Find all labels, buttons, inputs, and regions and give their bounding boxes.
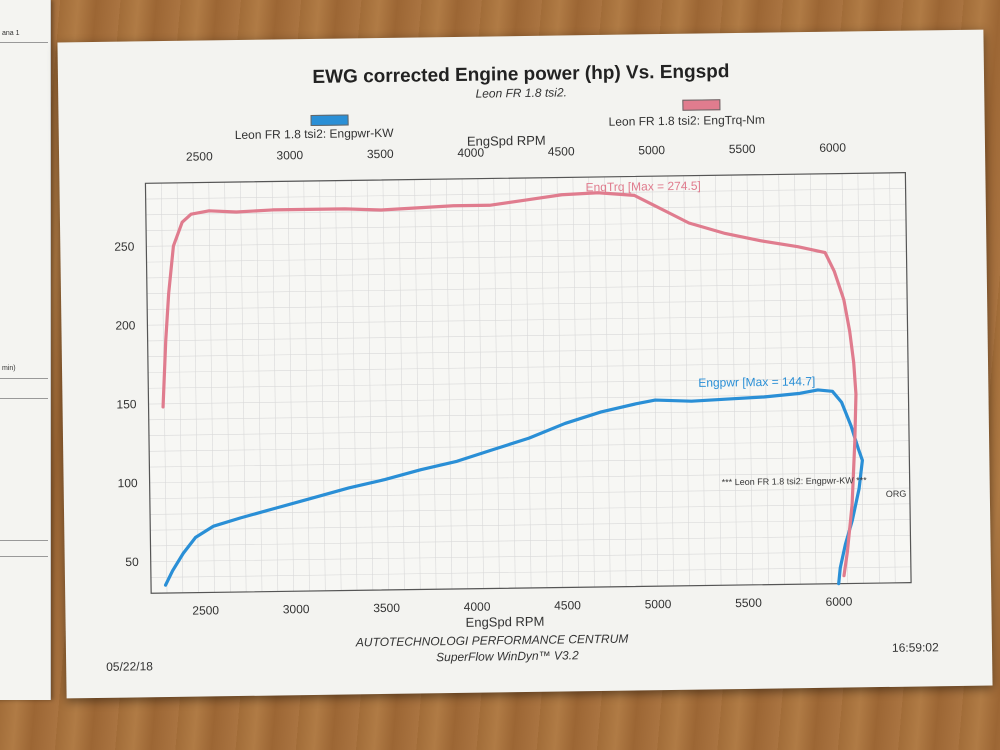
top-x-tick-label: 5500: [729, 142, 756, 156]
x-tick-label: 4000: [464, 600, 491, 614]
chart-plot: 2500 2500 3000 3000 3500 3500 4000 4000 4500 4500…: [114, 140, 912, 618]
x-tick-label: 5000: [645, 597, 672, 611]
x-tick-label: 2500: [192, 603, 219, 617]
grid-line-horizontal: [147, 330, 908, 342]
grid-line-horizontal: [150, 550, 911, 563]
grid-line-horizontal: [150, 535, 911, 547]
grid-line-horizontal: [146, 266, 907, 279]
top-x-tick-label: 6000: [819, 140, 846, 154]
top-x-tick-label: 3500: [367, 147, 394, 161]
org-label: ORG: [886, 489, 907, 499]
plot-frame: [144, 172, 912, 594]
y-tick-label: 200: [115, 318, 136, 332]
top-x-tick-label: 2500: [186, 149, 213, 163]
grid-line-horizontal: [150, 503, 910, 515]
grid-line-horizontal: [146, 251, 907, 263]
grid-line-horizontal: [150, 519, 911, 531]
grid-line-horizontal: [148, 361, 909, 373]
x-tick-label: 6000: [826, 594, 853, 608]
background-sheet-rule: [0, 398, 48, 399]
background-sheet-rule: [0, 540, 48, 541]
background-sheet-tag: min): [2, 365, 16, 372]
background-sheet-rule: [0, 556, 48, 557]
y-tick-label: 250: [114, 240, 135, 254]
background-sheet-rule: [0, 378, 48, 379]
top-x-tick-label: 5000: [638, 143, 665, 157]
grid-line-horizontal: [148, 377, 909, 389]
grid-line-horizontal: [146, 235, 907, 247]
footer-date: 05/22/18: [106, 659, 153, 674]
x-tick-label: 5500: [735, 596, 762, 610]
footer-time: 16:59:02: [891, 640, 939, 655]
grid-line-horizontal: [148, 408, 909, 421]
y-tick-label: 50: [125, 555, 139, 569]
grid-line-horizontal: [149, 471, 910, 484]
grid-line-horizontal: [146, 282, 907, 294]
grid-line-horizontal: [150, 566, 911, 578]
x-tick-label: 3000: [283, 602, 310, 616]
grid-line-horizontal: [149, 440, 910, 452]
grid-line-horizontal: [149, 487, 910, 499]
annotation-torque-max: EngTrq [Max = 274.5]: [585, 179, 700, 195]
background-sheet-rule: [0, 42, 48, 43]
series-note: *** Leon FR 1.8 tsi2: Engpwr-KW ***: [722, 475, 868, 487]
grid-line-horizontal: [145, 203, 906, 216]
x-tick-label: 3500: [373, 601, 400, 615]
footer-software: SuperFlow WinDyn™ V3.2: [435, 648, 579, 665]
top-x-tick-label: 4500: [548, 144, 575, 158]
grid-line-horizontal: [147, 314, 908, 326]
grid-line-horizontal: [146, 219, 907, 231]
annotation-power-max: Engpwr [Max = 144.7]: [698, 374, 815, 390]
grid-line-horizontal: [149, 456, 910, 468]
grid-line-horizontal: [145, 188, 906, 200]
series-line-power: [163, 388, 864, 587]
grid-line-horizontal: [148, 424, 909, 436]
background-sheet: ana 1 min): [0, 0, 51, 700]
grid-line-horizontal: [147, 298, 908, 310]
background-sheet-tag: ana 1: [2, 30, 20, 37]
series-line-torque: [161, 191, 858, 578]
top-x-tick-label: 4000: [457, 146, 484, 160]
dyno-printout: EWG corrected Engine power (hp) Vs. Engs…: [57, 29, 993, 699]
y-tick-label: 150: [116, 397, 137, 411]
y-tick-label: 100: [117, 476, 138, 490]
top-x-tick-label: 3000: [276, 148, 303, 162]
grid-line-horizontal: [147, 345, 908, 358]
x-tick-label: 4500: [554, 598, 581, 612]
